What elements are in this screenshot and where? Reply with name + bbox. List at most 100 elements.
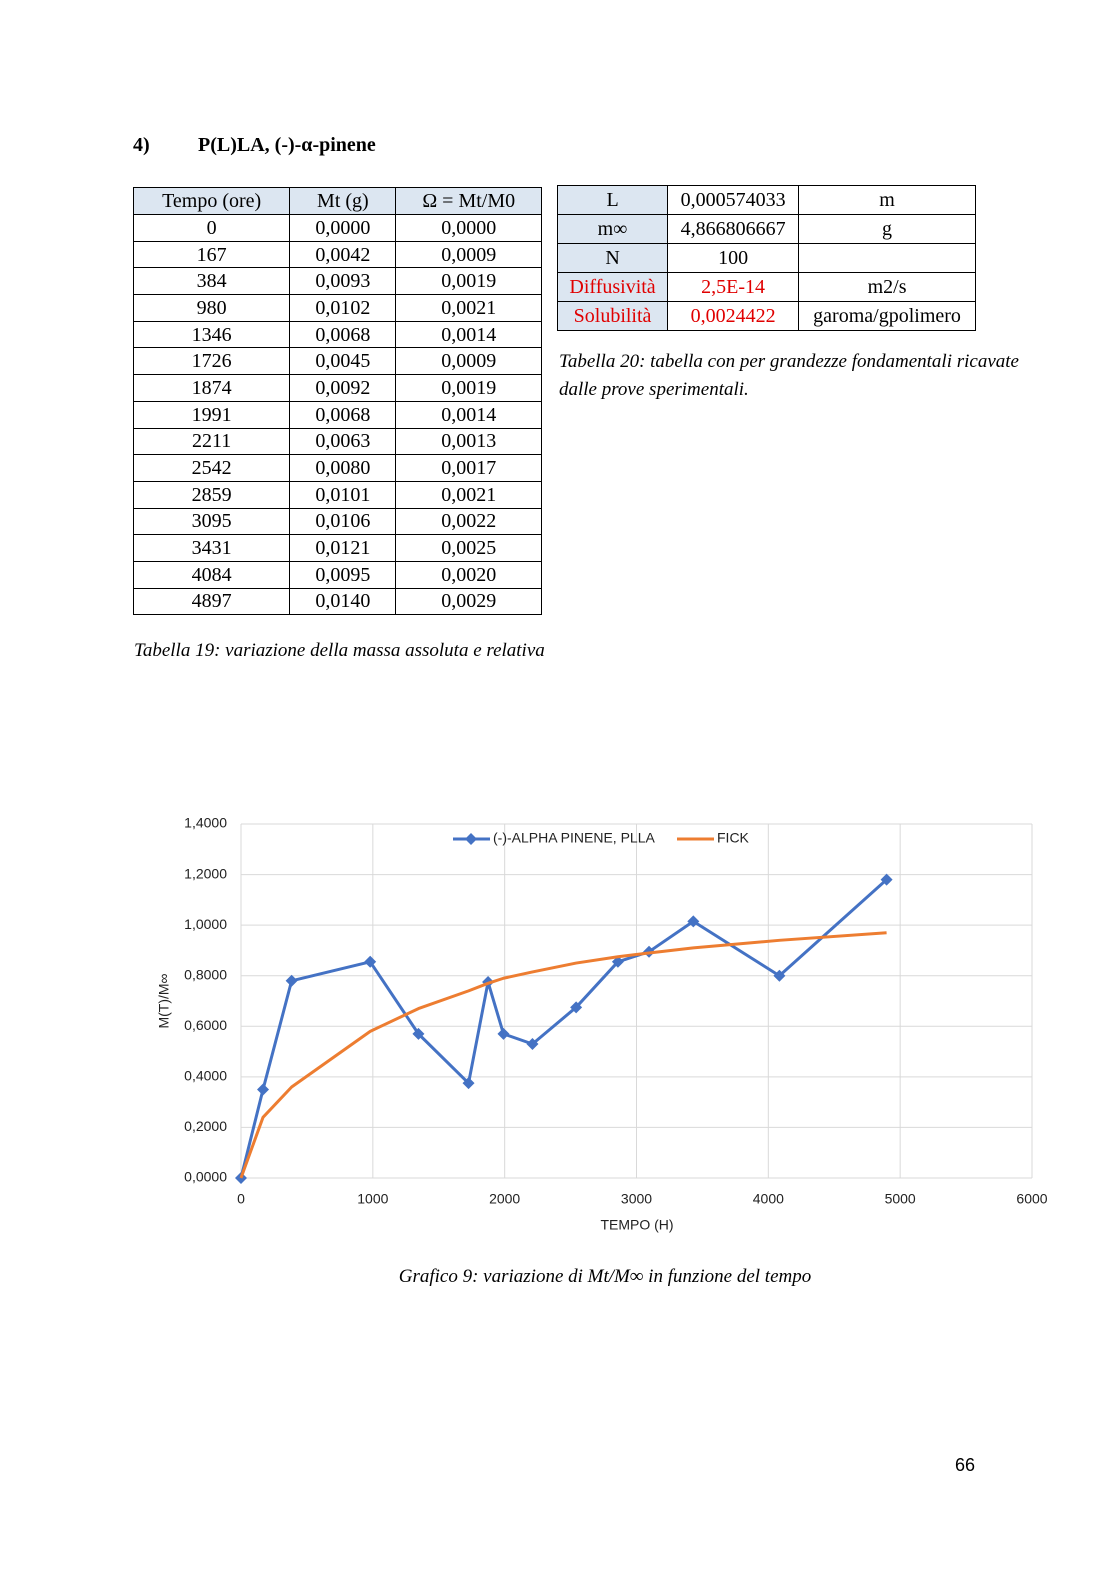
table-row: Diffusività 2,5E-14 m2/s xyxy=(556,272,976,302)
data-marker xyxy=(687,915,700,928)
table-cell: 0,0063 xyxy=(289,427,397,456)
x-tick-label: 2000 xyxy=(489,1191,520,1207)
table-cell: garoma/gpolimero xyxy=(798,301,976,331)
y-tick-label: 0,8000 xyxy=(184,966,227,982)
table-row: 980 0,0102 0,0021 xyxy=(132,294,542,322)
table-cell: 0,0014 xyxy=(395,400,542,429)
header-cell: Ω = Mt/M0 xyxy=(395,187,542,215)
data-marker xyxy=(497,1027,510,1040)
data-marker xyxy=(526,1037,539,1050)
data-marker xyxy=(285,974,298,987)
table-row: 2859 0,0101 0,0021 xyxy=(132,480,542,509)
table-cell: 0,0019 xyxy=(395,374,542,402)
data-marker xyxy=(257,1083,270,1096)
x-tick-label: 5000 xyxy=(885,1191,916,1207)
x-axis-title: TEMPO (H) xyxy=(600,1217,673,1233)
table-cell: 0,0068 xyxy=(289,400,397,429)
table-cell: 2542 xyxy=(132,454,291,482)
table-row: 4897 0,0140 0,0029 xyxy=(132,587,542,616)
table-cell: 0,0017 xyxy=(395,454,542,482)
table-cell: 384 xyxy=(132,267,291,296)
table-cell: 0,0021 xyxy=(395,294,542,322)
heading-title: P(L)LA, (-)-α-pinene xyxy=(198,134,376,156)
page-number: 66 xyxy=(955,1455,976,1475)
table-row: 167 0,0042 0,0009 xyxy=(132,240,542,269)
table-cell: 2859 xyxy=(132,480,291,509)
table-row: 2542 0,0080 0,0017 xyxy=(132,454,542,482)
data-marker xyxy=(880,873,893,886)
table-cell: 0,0022 xyxy=(395,507,542,536)
caption: Tabella 20: tabella con per grandezze fo… xyxy=(559,351,1019,400)
table-20: L 0,000574033 m m∞ 4,866806667 g N 100 Diffusivi… xyxy=(556,185,976,331)
table-cell: 0,0106 xyxy=(289,507,397,536)
table-cell: 0,0102 xyxy=(289,294,397,322)
table-cell: 0,0095 xyxy=(289,560,397,589)
table-cell: 1991 xyxy=(132,400,291,429)
table-cell: 0,0000 xyxy=(289,214,397,242)
y-tick-label: 0,6000 xyxy=(184,1017,227,1033)
x-tick-label: 1000 xyxy=(357,1191,388,1207)
table-cell: 3095 xyxy=(132,507,291,536)
data-marker xyxy=(773,969,786,982)
y-tick-label: 1,2000 xyxy=(184,865,227,881)
header-cell: Tempo (ore) xyxy=(132,187,291,215)
table-row: 1346 0,0068 0,0014 xyxy=(132,320,542,349)
table-cell: Solubilità xyxy=(556,301,669,331)
y-axis-title: M(T)/M∞ xyxy=(156,973,172,1028)
table-cell: 4084 xyxy=(132,560,291,589)
table-row: 4084 0,0095 0,0020 xyxy=(132,560,542,589)
legend-label: FICK xyxy=(717,830,750,846)
table-cell: 2211 xyxy=(132,427,291,456)
table-cell: 0,0029 xyxy=(395,587,542,616)
table-row: 0 0,0000 0,0000 xyxy=(132,214,542,242)
table-cell: 0,0068 xyxy=(289,320,397,349)
table-cell: 0,0093 xyxy=(289,267,397,296)
table-cell: m2/s xyxy=(798,272,976,302)
table-cell: 0,0080 xyxy=(289,454,397,482)
table-cell: 0,0014 xyxy=(395,320,542,349)
caption: Tabella 19: variazione della massa assol… xyxy=(134,640,545,661)
data-marker xyxy=(611,955,624,968)
header-row: Tempo (ore) Mt (g) Ω = Mt/M0 xyxy=(132,187,542,215)
x-tick-label: 3000 xyxy=(621,1191,652,1207)
table-cell: 0,0092 xyxy=(289,374,397,402)
table-row: 1726 0,0045 0,0009 xyxy=(132,347,542,376)
caption: Grafico 9: variazione di Mt/M∞ in funzio… xyxy=(398,1266,812,1287)
table-cell: 0,0000 xyxy=(395,214,542,242)
legend-label: (-)-ALPHA PINENE, PLLA xyxy=(493,830,655,846)
y-tick-label: 1,0000 xyxy=(184,916,227,932)
table-cell: 2,5E-14 xyxy=(667,272,800,302)
table-19: Tempo (ore) Mt (g) Ω = Mt/M0 0 0,0000 0,0000 1… xyxy=(132,187,542,616)
table-cell: 0,0025 xyxy=(395,534,542,562)
table-row: 3431 0,0121 0,0025 xyxy=(132,534,542,562)
table-row: 2211 0,0063 0,0013 xyxy=(132,427,542,456)
table-row: 384 0,0093 0,0019 xyxy=(132,267,542,296)
data-marker xyxy=(364,955,377,968)
table-row: Solubilità 0,0024422 garoma/gpolimero xyxy=(556,301,976,331)
table-row: N 100 xyxy=(556,243,976,273)
table-cell: 4,866806667 xyxy=(667,214,800,244)
table-cell: 0,0020 xyxy=(395,560,542,589)
y-tick-label: 1,4000 xyxy=(184,815,227,831)
heading-number: 4) xyxy=(133,134,150,156)
data-marker xyxy=(462,1077,475,1090)
table-cell: 0,0024422 xyxy=(667,301,800,331)
y-tick-label: 0,2000 xyxy=(184,1118,227,1134)
table-cell: 0 xyxy=(132,214,291,242)
table-row: 3095 0,0106 0,0022 xyxy=(132,507,542,536)
table-cell: 0,0121 xyxy=(289,534,397,562)
series-line xyxy=(239,878,888,1179)
data-marker xyxy=(570,1001,583,1014)
y-tick-label: 0,0000 xyxy=(184,1169,227,1185)
legend-marker xyxy=(465,833,477,845)
x-tick-label: 4000 xyxy=(753,1191,784,1207)
table-row: 1991 0,0068 0,0014 xyxy=(132,400,542,429)
y-tick-label: 0,4000 xyxy=(184,1068,227,1084)
table-cell: 0,0140 xyxy=(289,587,397,616)
x-tick-label: 0 xyxy=(237,1191,245,1207)
header-cell: Mt (g) xyxy=(289,187,397,215)
table-cell: N xyxy=(556,243,669,273)
series-line xyxy=(239,931,887,1179)
